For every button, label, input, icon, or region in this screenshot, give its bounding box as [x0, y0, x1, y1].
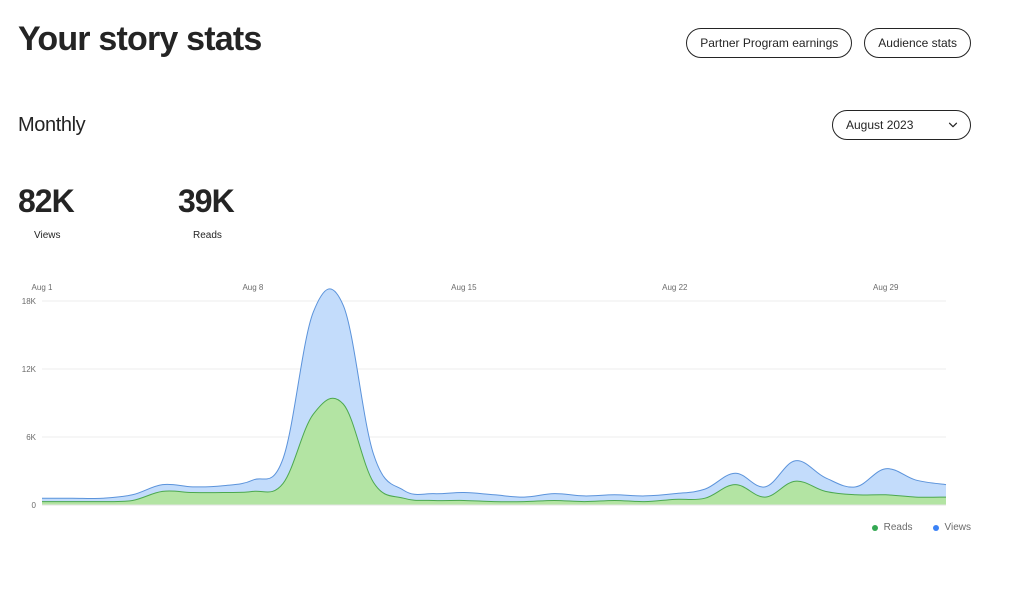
- views-legend-dot-icon: [932, 524, 939, 531]
- views-area: [42, 288, 946, 505]
- y-tick-label: 18K: [22, 297, 37, 306]
- views-line: [42, 288, 947, 499]
- reads-value: 39K: [178, 183, 235, 219]
- reads-line: [41, 397, 947, 503]
- reads-legend-dot-icon: [871, 524, 878, 531]
- stat-reads: 39K Reads: [178, 182, 298, 241]
- y-tick-label: 0: [32, 501, 37, 510]
- stat-views: 82K Views: [18, 182, 138, 241]
- legend-item-views: Views: [932, 522, 972, 533]
- x-tick-label: Aug 8: [242, 283, 263, 292]
- views-value: 82K: [18, 183, 75, 219]
- header-actions: Partner Program earnings Audience stats: [686, 28, 971, 58]
- chart-legend: Reads Views: [871, 522, 972, 533]
- x-tick-label: Aug 22: [662, 283, 688, 292]
- views-label: Views: [34, 230, 61, 241]
- chevron-down-icon: [948, 120, 958, 130]
- x-tick-label: Aug 29: [873, 283, 899, 292]
- y-tick-label: 6K: [26, 433, 36, 442]
- partner-program-earnings-button[interactable]: Partner Program earnings: [686, 28, 853, 58]
- period-title: Monthly: [18, 114, 86, 136]
- legend-label-reads: Reads: [883, 522, 913, 533]
- legend-item-reads: Reads: [871, 522, 913, 533]
- month-select-value: August 2023: [846, 118, 914, 132]
- stats-area-chart: 0 6K 12K 18K Aug 1 Aug 8 Aug 15 Aug 22 Aug 29: [22, 283, 947, 510]
- audience-stats-button[interactable]: Audience stats: [864, 28, 971, 58]
- x-tick-label: Aug 1: [32, 283, 53, 292]
- page-title: Your story stats: [18, 20, 262, 58]
- x-tick-label: Aug 15: [451, 283, 477, 292]
- reads-label: Reads: [193, 230, 222, 241]
- month-select[interactable]: August 2023: [832, 110, 971, 140]
- y-tick-label: 12K: [22, 365, 37, 374]
- legend-label-views: Views: [944, 522, 972, 533]
